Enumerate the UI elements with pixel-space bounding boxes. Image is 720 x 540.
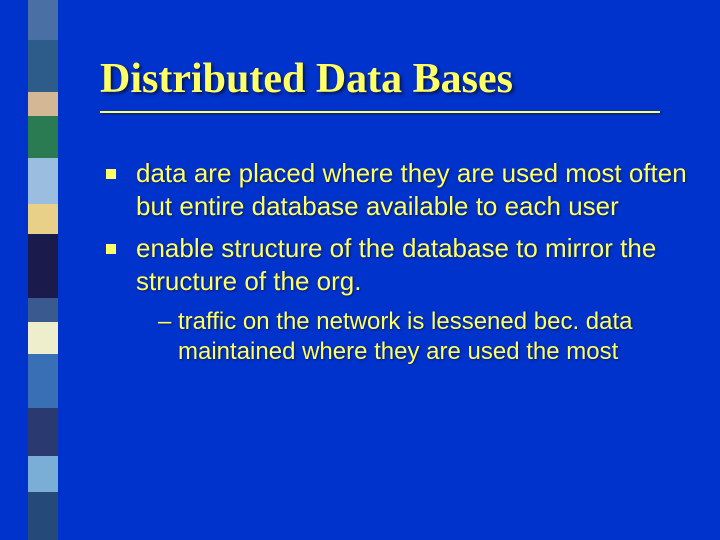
slide-title: Distributed Data Bases [100, 55, 690, 103]
square-bullet-icon [106, 169, 116, 179]
sidebar-segment [28, 354, 58, 408]
sidebar-segment [28, 322, 58, 354]
sidebar-segment [28, 158, 58, 204]
sidebar-segment [28, 40, 58, 92]
bullet-text: enable structure of the database to mirr… [136, 233, 656, 296]
decorative-sidebar [28, 0, 58, 540]
square-bullet-icon [106, 244, 116, 254]
sidebar-segment [28, 0, 58, 40]
sub-bullet-list: traffic on the network is lessened bec. … [136, 307, 690, 367]
bullet-text: data are placed where they are used most… [136, 158, 687, 221]
bullet-item: data are placed where they are used most… [100, 157, 690, 222]
sidebar-segment [28, 456, 58, 492]
sidebar-segment [28, 492, 58, 540]
sidebar-segment [28, 92, 58, 116]
slide-content: Distributed Data Bases data are placed w… [100, 55, 690, 377]
sidebar-segment [28, 234, 58, 298]
bullet-item: enable structure of the database to mirr… [100, 232, 690, 367]
sidebar-segment [28, 204, 58, 234]
title-underline [100, 111, 660, 113]
bullet-list: data are placed where they are used most… [100, 157, 690, 367]
sidebar-segment [28, 116, 58, 158]
sidebar-segment [28, 298, 58, 322]
sub-bullet-item: traffic on the network is lessened bec. … [158, 307, 690, 367]
sidebar-segment [28, 408, 58, 456]
